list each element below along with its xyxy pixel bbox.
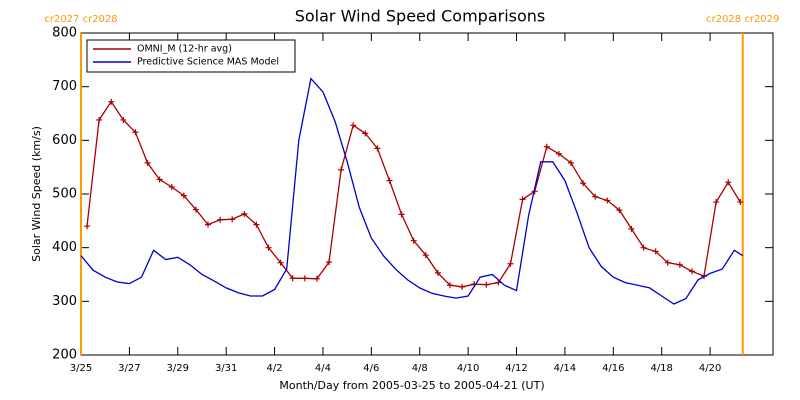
point-marker xyxy=(725,179,732,186)
point-marker xyxy=(652,248,659,255)
y-tick-label: 400 xyxy=(52,240,77,255)
point-marker xyxy=(289,275,296,282)
legend-box xyxy=(86,39,296,73)
x-tick-label: 4/20 xyxy=(699,363,721,374)
point-marker xyxy=(422,252,429,259)
point-marker xyxy=(265,244,272,251)
annotation: cr2028 cr2029 xyxy=(706,14,779,25)
point-marker xyxy=(84,223,91,230)
x-tick-label: 3/27 xyxy=(118,363,140,374)
point-marker xyxy=(374,145,381,152)
x-tick-label: 4/10 xyxy=(457,363,479,374)
x-tick-label: 4/4 xyxy=(315,363,331,374)
x-axis-label: Month/Day from 2005-03-25 to 2005-04-21 … xyxy=(279,379,544,392)
x-tick-label: 4/18 xyxy=(650,363,672,374)
point-marker xyxy=(628,225,635,232)
point-marker xyxy=(96,116,103,123)
point-marker xyxy=(132,129,139,136)
point-marker xyxy=(217,216,224,223)
y-tick-label: 500 xyxy=(52,187,77,202)
annotation: cr2027 cr2028 xyxy=(44,14,117,25)
x-tick-label: 4/8 xyxy=(412,363,428,374)
point-marker xyxy=(713,199,720,206)
y-tick-label: 700 xyxy=(52,79,77,94)
point-marker xyxy=(398,211,405,218)
chart-title: Solar Wind Speed Comparisons xyxy=(295,7,546,26)
point-marker xyxy=(156,176,163,183)
point-marker xyxy=(580,180,587,187)
y-tick-label: 300 xyxy=(52,294,77,309)
y-axis-label: Solar Wind Speed (km/s) xyxy=(30,126,43,262)
point-marker xyxy=(386,177,393,184)
point-marker xyxy=(567,159,574,166)
point-marker xyxy=(688,268,695,275)
y-tick-label: 200 xyxy=(52,348,77,363)
series-line xyxy=(80,77,744,305)
y-tick-label: 800 xyxy=(52,26,77,41)
x-tick-label: 4/2 xyxy=(267,363,283,374)
point-marker xyxy=(410,237,417,244)
point-marker xyxy=(120,116,127,123)
point-marker xyxy=(350,122,357,129)
point-marker xyxy=(676,261,683,268)
point-marker xyxy=(362,130,369,137)
point-marker xyxy=(507,260,514,267)
point-marker xyxy=(519,196,526,203)
x-tick-label: 3/29 xyxy=(167,363,189,374)
point-marker xyxy=(313,275,320,282)
legend-label: OMNI_M (12-hr avg) xyxy=(137,44,232,55)
point-marker xyxy=(640,244,647,251)
point-marker xyxy=(737,199,744,206)
point-marker xyxy=(592,193,599,200)
legend-label: Predictive Science MAS Model xyxy=(137,57,279,68)
point-marker xyxy=(664,259,671,266)
point-marker xyxy=(446,282,453,289)
point-marker xyxy=(229,216,236,223)
point-marker xyxy=(180,192,187,199)
point-marker xyxy=(604,197,611,204)
point-marker xyxy=(241,210,248,217)
point-marker xyxy=(326,259,333,266)
x-tick-label: 4/16 xyxy=(602,363,624,374)
x-tick-label: 3/25 xyxy=(70,363,92,374)
x-tick-label: 4/14 xyxy=(554,363,576,374)
point-marker xyxy=(543,143,550,150)
point-marker xyxy=(434,269,441,276)
point-marker xyxy=(192,206,199,213)
x-tick-label: 4/6 xyxy=(363,363,379,374)
point-marker xyxy=(555,150,562,157)
point-marker xyxy=(301,275,308,282)
point-marker xyxy=(483,281,490,288)
point-marker xyxy=(616,207,623,214)
point-marker xyxy=(277,259,284,266)
point-marker xyxy=(205,221,212,228)
point-marker xyxy=(108,98,115,105)
point-marker xyxy=(144,159,151,166)
x-tick-label: 4/12 xyxy=(505,363,527,374)
point-marker xyxy=(338,166,345,173)
y-tick-label: 600 xyxy=(52,133,77,148)
x-tick-label: 3/31 xyxy=(215,363,237,374)
point-marker xyxy=(459,283,466,290)
point-marker xyxy=(253,221,260,228)
point-marker xyxy=(168,184,175,191)
